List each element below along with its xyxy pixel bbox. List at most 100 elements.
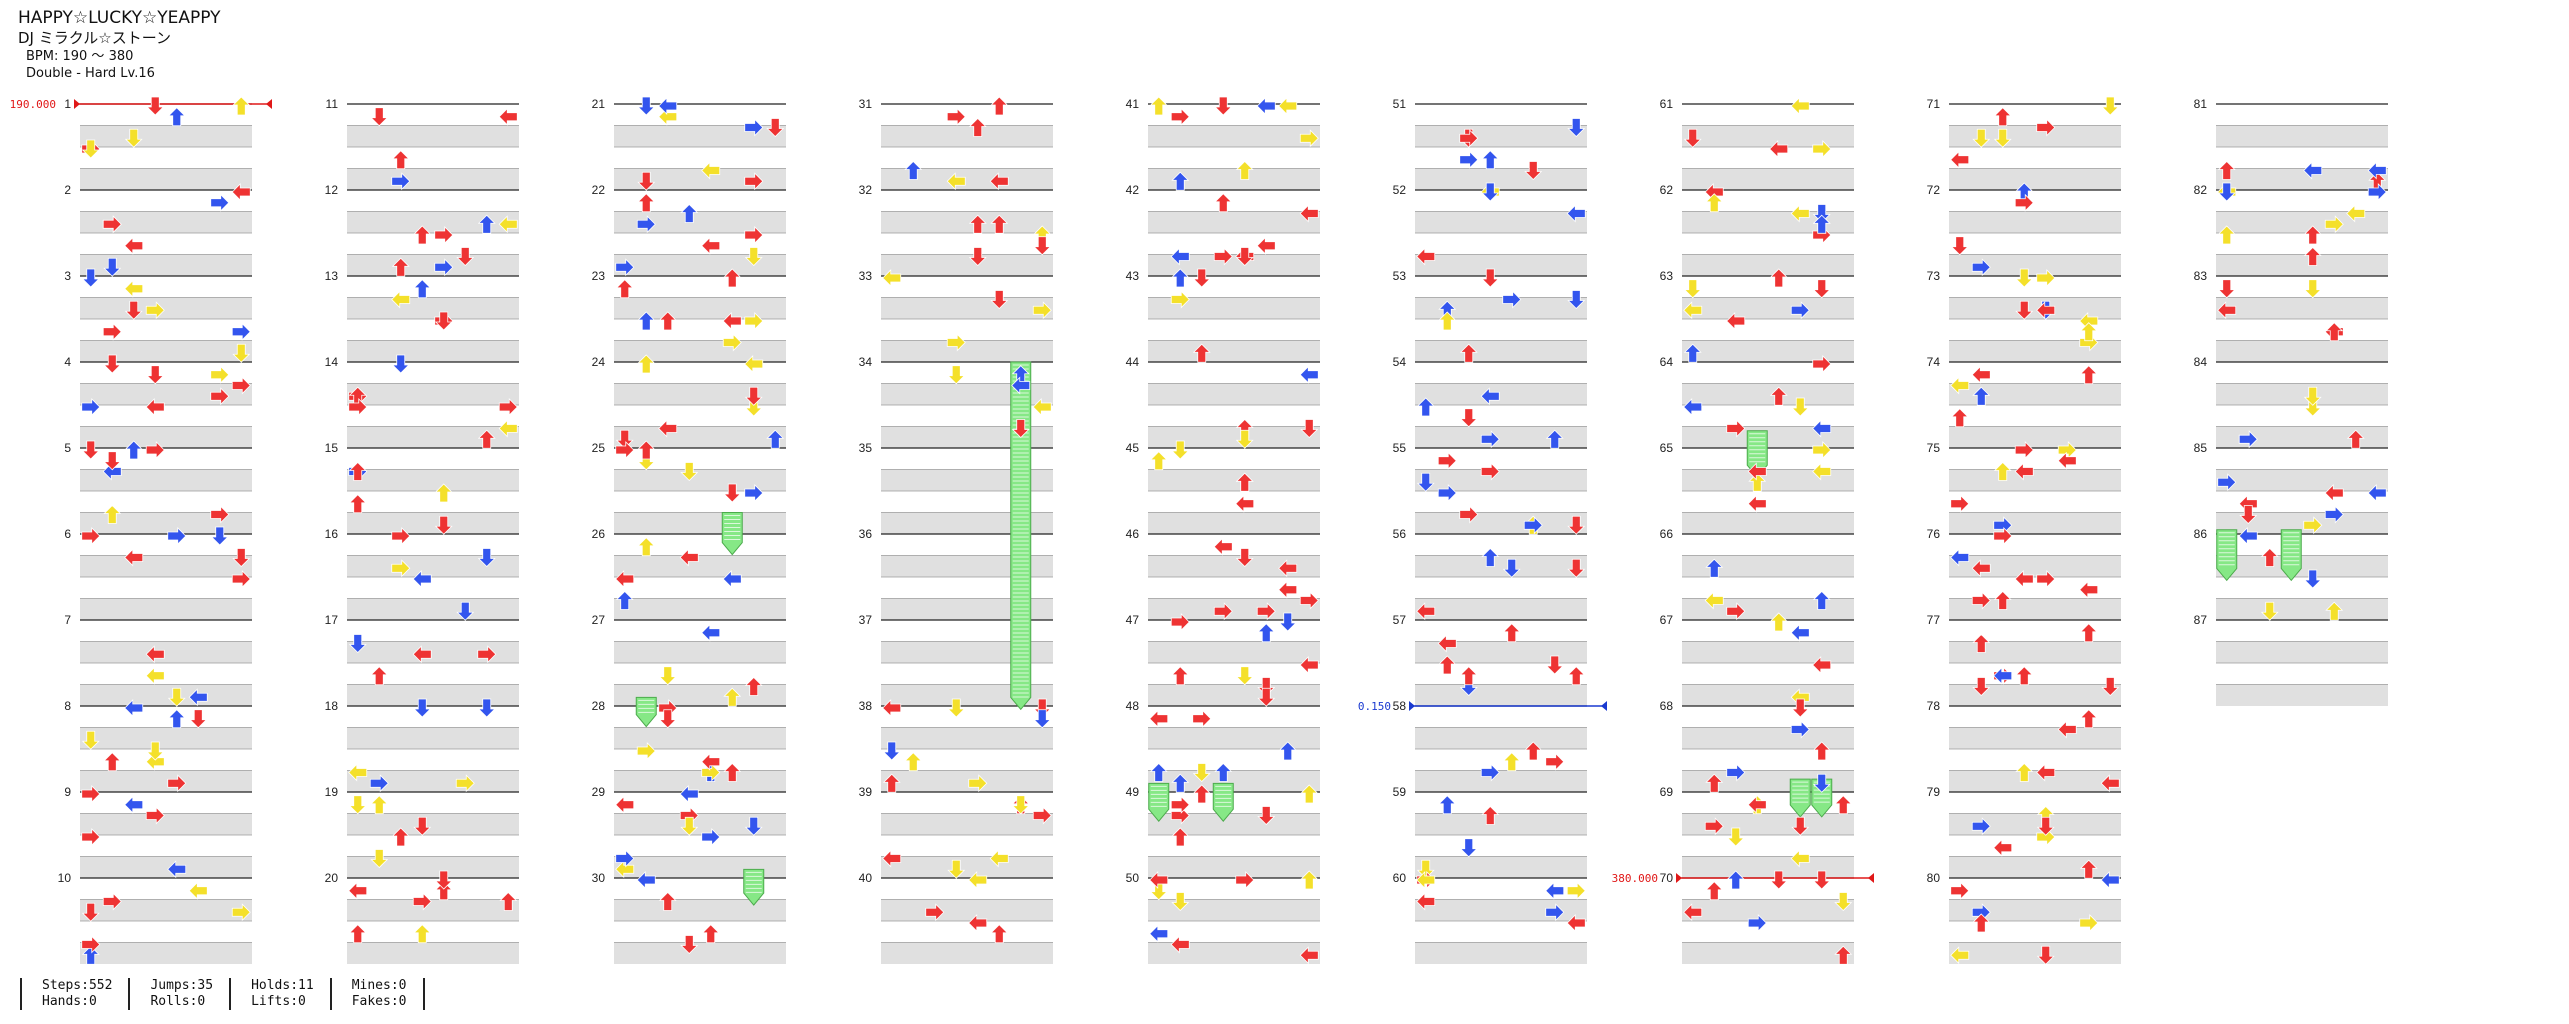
measure-number: 59 bbox=[1393, 785, 1407, 799]
arrow-shape bbox=[2217, 301, 2237, 320]
arrow-shape bbox=[81, 828, 101, 846]
measure-67: 67 bbox=[1660, 613, 1854, 706]
arrow-shape bbox=[124, 548, 144, 567]
step-arrow bbox=[1790, 623, 1810, 642]
measure-30: 30 bbox=[592, 871, 786, 964]
step-arrow bbox=[1213, 537, 1233, 556]
beat-stripe bbox=[1415, 684, 1587, 706]
beat-stripe bbox=[2216, 125, 2388, 147]
step-arrow bbox=[1278, 741, 1297, 761]
beat-stripe bbox=[2216, 340, 2388, 362]
arrow-shape bbox=[968, 117, 987, 137]
arrow-shape bbox=[1812, 140, 1832, 158]
measure-75: 75 bbox=[1927, 441, 2121, 534]
beat-blank bbox=[347, 749, 519, 771]
arrow-shape bbox=[102, 322, 122, 341]
arrow-shape bbox=[124, 300, 143, 320]
step-arrow bbox=[2367, 183, 2387, 201]
measure-18: 18 bbox=[325, 699, 519, 792]
arrow-shape bbox=[1790, 97, 1810, 115]
beat-blank bbox=[1949, 233, 2121, 255]
measure-number: 25 bbox=[592, 441, 606, 455]
step-arrow bbox=[1971, 365, 1991, 384]
beat-stripe bbox=[2216, 168, 2388, 190]
arrow-shape bbox=[167, 107, 186, 127]
arrow-shape bbox=[1683, 398, 1703, 416]
beat-blank bbox=[614, 491, 786, 513]
beat-stripe bbox=[614, 512, 786, 534]
stat-value: 35 bbox=[197, 978, 214, 993]
step-arrow bbox=[1171, 892, 1190, 912]
beat-stripe bbox=[347, 512, 519, 534]
measure-17: 17 bbox=[325, 613, 519, 706]
step-arrow bbox=[1993, 590, 2012, 610]
step-arrow bbox=[2238, 430, 2258, 449]
beat-blank bbox=[881, 233, 1053, 255]
stat-value: 0 bbox=[398, 994, 407, 1009]
arrow-shape bbox=[2036, 945, 2055, 965]
arrow-shape bbox=[744, 676, 763, 696]
step-arrow bbox=[1459, 838, 1478, 858]
arrow-shape bbox=[658, 709, 677, 729]
arrow-shape bbox=[1299, 204, 1319, 223]
beat-stripe bbox=[1682, 727, 1854, 749]
step-arrow bbox=[210, 365, 230, 384]
arrow-shape bbox=[968, 871, 988, 889]
arrow-shape bbox=[498, 107, 518, 126]
step-arrow bbox=[947, 859, 966, 879]
step-arrow bbox=[1683, 398, 1703, 416]
measure-8: 8 bbox=[64, 699, 252, 792]
beat-stripe bbox=[1148, 125, 1320, 147]
step-arrow bbox=[391, 354, 410, 374]
measure-50: 50 bbox=[1126, 871, 1320, 964]
step-arrow bbox=[701, 236, 721, 255]
measure-number: 22 bbox=[592, 183, 606, 197]
beat-stripe bbox=[881, 297, 1053, 319]
arrow-shape bbox=[1790, 849, 1810, 868]
beat-blank bbox=[1682, 921, 1854, 943]
beat-stripe bbox=[1949, 856, 2121, 878]
step-arrow bbox=[124, 795, 144, 814]
arrow-shape bbox=[658, 107, 678, 126]
beat-blank bbox=[1949, 835, 2121, 857]
arrow-shape bbox=[1171, 773, 1190, 793]
step-arrow bbox=[1213, 247, 1233, 266]
step-arrow bbox=[145, 645, 165, 664]
measure-28: 28 bbox=[592, 699, 786, 792]
step-arrow bbox=[1971, 591, 1991, 610]
beat-stripe bbox=[1148, 168, 1320, 190]
step-arrow bbox=[1566, 914, 1586, 932]
arrow-shape bbox=[1416, 859, 1435, 879]
arrow-shape bbox=[1416, 892, 1436, 911]
arrow-shape bbox=[1993, 838, 2013, 857]
bpm-tick-left bbox=[1409, 701, 1415, 711]
arrow-shape bbox=[1171, 440, 1190, 460]
measure-82: 82 bbox=[2194, 183, 2388, 276]
arrow-shape bbox=[124, 795, 144, 814]
step-arrow bbox=[391, 559, 411, 578]
step-arrow bbox=[1971, 817, 1991, 836]
beat-blank bbox=[2216, 491, 2388, 513]
step-arrow bbox=[1033, 236, 1052, 256]
step-arrow bbox=[348, 461, 367, 481]
beat-stripe bbox=[347, 770, 519, 792]
step-arrow bbox=[744, 226, 764, 244]
beat-stripe bbox=[347, 426, 519, 448]
beat-stripe bbox=[614, 641, 786, 663]
arrow-shape bbox=[1416, 472, 1435, 492]
step-arrow bbox=[498, 398, 518, 416]
arrow-shape bbox=[1769, 612, 1788, 632]
beat-stripe bbox=[1682, 340, 1854, 362]
step-arrow bbox=[1257, 623, 1276, 643]
arrow-shape bbox=[348, 398, 368, 416]
arrow-shape bbox=[2015, 762, 2034, 782]
step-arrow bbox=[1683, 301, 1703, 320]
arrow-shape bbox=[968, 914, 988, 932]
beat-blank bbox=[614, 749, 786, 771]
beat-stripe bbox=[347, 383, 519, 405]
arrow-shape bbox=[2260, 547, 2279, 567]
arrow-shape bbox=[1481, 268, 1500, 288]
step-arrow bbox=[615, 258, 635, 277]
arrow-shape bbox=[1567, 666, 1586, 686]
measure-number: 51 bbox=[1393, 97, 1407, 111]
